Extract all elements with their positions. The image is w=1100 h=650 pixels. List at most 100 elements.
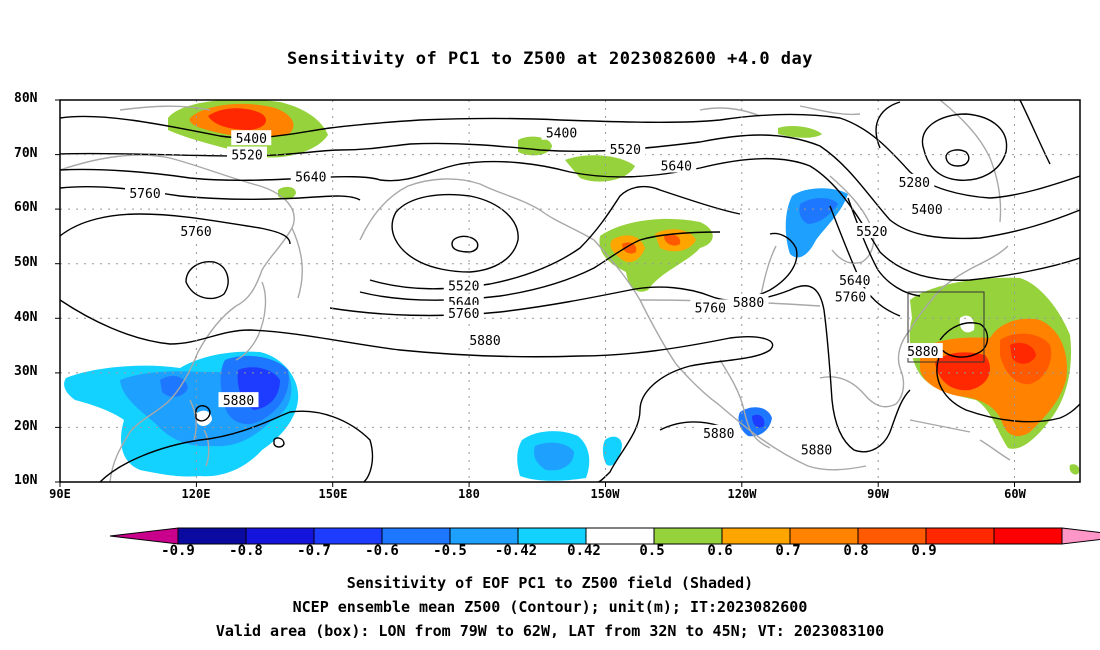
closed-loop-north-180 — [391, 193, 519, 273]
colorbar-cell — [517, 527, 587, 545]
map-title: Sensitivity of PC1 to Z500 at 2023082600… — [286, 49, 813, 69]
colorbar-label: 0.7 — [775, 543, 801, 559]
negative-region — [752, 414, 765, 428]
positive-region — [664, 234, 681, 246]
contour-label: 5520 — [448, 280, 479, 295]
closed-small-1 — [195, 405, 211, 422]
positive-region — [208, 108, 266, 130]
contour-label: 5760 — [129, 187, 160, 202]
contour-label-bg — [125, 184, 165, 200]
japan-coast — [235, 281, 267, 361]
contour-label-bg — [690, 299, 731, 315]
map-frame — [59, 99, 1081, 483]
contour-label-bg — [541, 124, 582, 140]
positive-region — [622, 242, 637, 254]
arctic-islands — [119, 105, 861, 117]
axis-ticks — [55, 99, 1015, 487]
contour-label: 5400 — [546, 127, 577, 142]
colorbar-label: -0.6 — [365, 543, 399, 559]
negative-region — [799, 198, 838, 224]
closed-low-5280-inner — [945, 149, 970, 167]
contour-label-bg — [698, 424, 739, 440]
contour-label: 5760 — [695, 301, 726, 316]
white-hole — [959, 315, 975, 333]
us-east-coast — [909, 245, 1009, 331]
contour-label-bg — [443, 304, 484, 320]
hudson-coast — [829, 175, 875, 264]
contour-label-bg — [656, 157, 697, 173]
colorbar-label: 0.6 — [707, 543, 733, 559]
lat-tick-label: 60N — [14, 200, 38, 215]
colorbar-label: -0.7 — [297, 543, 331, 559]
contour-5760-west — [60, 186, 361, 201]
contour-label-bg — [176, 222, 216, 238]
positive-region — [278, 186, 296, 200]
lat-tick-label: 70N — [14, 146, 38, 161]
colorbar-label: 0.5 — [639, 543, 665, 559]
contour-label-bg — [830, 288, 871, 304]
positive-region — [565, 155, 635, 182]
contour-label-bg — [443, 277, 484, 293]
colorbar-label: 0.42 — [567, 543, 601, 559]
contour-label: 5760 — [180, 225, 211, 240]
colorbar-cell — [653, 527, 723, 545]
contour-label: 5880 — [223, 394, 254, 409]
colorbar-cell — [177, 527, 247, 545]
contour-label-bg — [851, 222, 892, 238]
contour-label: 5880 — [469, 334, 500, 349]
contour-label: 5640 — [839, 274, 870, 289]
colorbar-cell — [925, 527, 995, 545]
colorbar-label: -0.5 — [433, 543, 467, 559]
coastlines — [60, 100, 1011, 482]
contour-5640-north — [60, 157, 1080, 281]
contour-5640-mid — [359, 231, 721, 301]
colorbar-cell — [721, 527, 791, 545]
colorbar-label: -0.42 — [494, 543, 538, 559]
contour-label-bg — [728, 293, 769, 309]
colorbar-cell — [381, 527, 451, 545]
lat-tick-label: 80N — [14, 91, 38, 106]
lat-tick-label: 40N — [14, 310, 38, 325]
lat-tick-label: 20N — [14, 419, 38, 434]
lon-tick-label: 150E — [318, 487, 348, 501]
philippines — [189, 399, 210, 467]
alaska-coast — [359, 178, 595, 241]
colorbar-extend-min — [109, 527, 179, 545]
contour-label-bg — [227, 146, 267, 162]
gulf-coast — [819, 329, 911, 408]
closed-small-2 — [273, 437, 285, 448]
colorbar-cell — [857, 527, 927, 545]
contour-5880-pacific — [60, 299, 774, 482]
positive-region — [1010, 342, 1036, 364]
positive-region — [1069, 464, 1080, 475]
positive-region — [778, 126, 822, 138]
colorbar-cell — [449, 527, 519, 545]
contour-label-bg — [894, 173, 935, 189]
lon-tick-label: 60W — [1004, 487, 1026, 501]
footer-line-3: Valid area (box): LON from 79W to 62W, L… — [215, 622, 885, 640]
lon-tick-label: 180 — [458, 487, 480, 501]
contour-label: 5760 — [835, 290, 866, 305]
colorbar-label: 0.8 — [843, 543, 869, 559]
contour-5880-westpac — [99, 410, 374, 482]
lon-tick-label: 150W — [590, 487, 620, 501]
lat-tick-label: 10N — [14, 473, 38, 488]
contour-5880-gulf — [659, 421, 721, 431]
contour-label: 5400 — [236, 132, 267, 147]
lon-tick-label: 90E — [49, 487, 71, 501]
contour-label-bg — [907, 201, 947, 217]
contour-label: 5760 — [448, 307, 479, 322]
contour-label: 5280 — [899, 176, 930, 191]
lat-tick-label: 30N — [14, 364, 38, 379]
lon-tick-label: 90W — [867, 487, 889, 501]
contour-label: 5640 — [661, 159, 692, 174]
closed-low-5280 — [921, 113, 1008, 181]
colorbar-extend-max — [1061, 527, 1100, 545]
contour-label: 5880 — [733, 296, 764, 311]
kamchatka-coast — [291, 227, 303, 299]
contour-label-bg — [231, 130, 272, 146]
contour-label: 5640 — [295, 170, 326, 185]
contour-label-bg — [465, 332, 505, 348]
contour-label-bg — [796, 441, 837, 457]
